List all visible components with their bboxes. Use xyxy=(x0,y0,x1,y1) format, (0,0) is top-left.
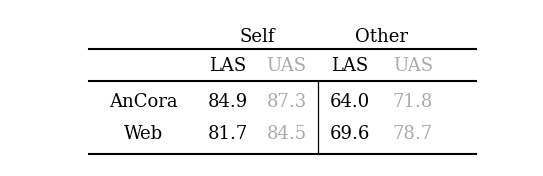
Text: UAS: UAS xyxy=(267,57,307,75)
Text: 64.0: 64.0 xyxy=(330,93,370,111)
Text: LAS: LAS xyxy=(331,57,369,75)
Text: 69.6: 69.6 xyxy=(330,125,370,143)
Text: 71.8: 71.8 xyxy=(393,93,433,111)
Text: 78.7: 78.7 xyxy=(393,125,433,143)
Text: 87.3: 87.3 xyxy=(267,93,307,111)
Text: 84.5: 84.5 xyxy=(267,125,307,143)
Text: 84.9: 84.9 xyxy=(207,93,248,111)
Text: Other: Other xyxy=(355,28,408,46)
Text: LAS: LAS xyxy=(209,57,247,75)
Text: 81.7: 81.7 xyxy=(207,125,248,143)
Text: Web: Web xyxy=(124,125,163,143)
Text: UAS: UAS xyxy=(393,57,433,75)
Text: AnCora: AnCora xyxy=(109,93,178,111)
Text: Self: Self xyxy=(239,28,275,46)
